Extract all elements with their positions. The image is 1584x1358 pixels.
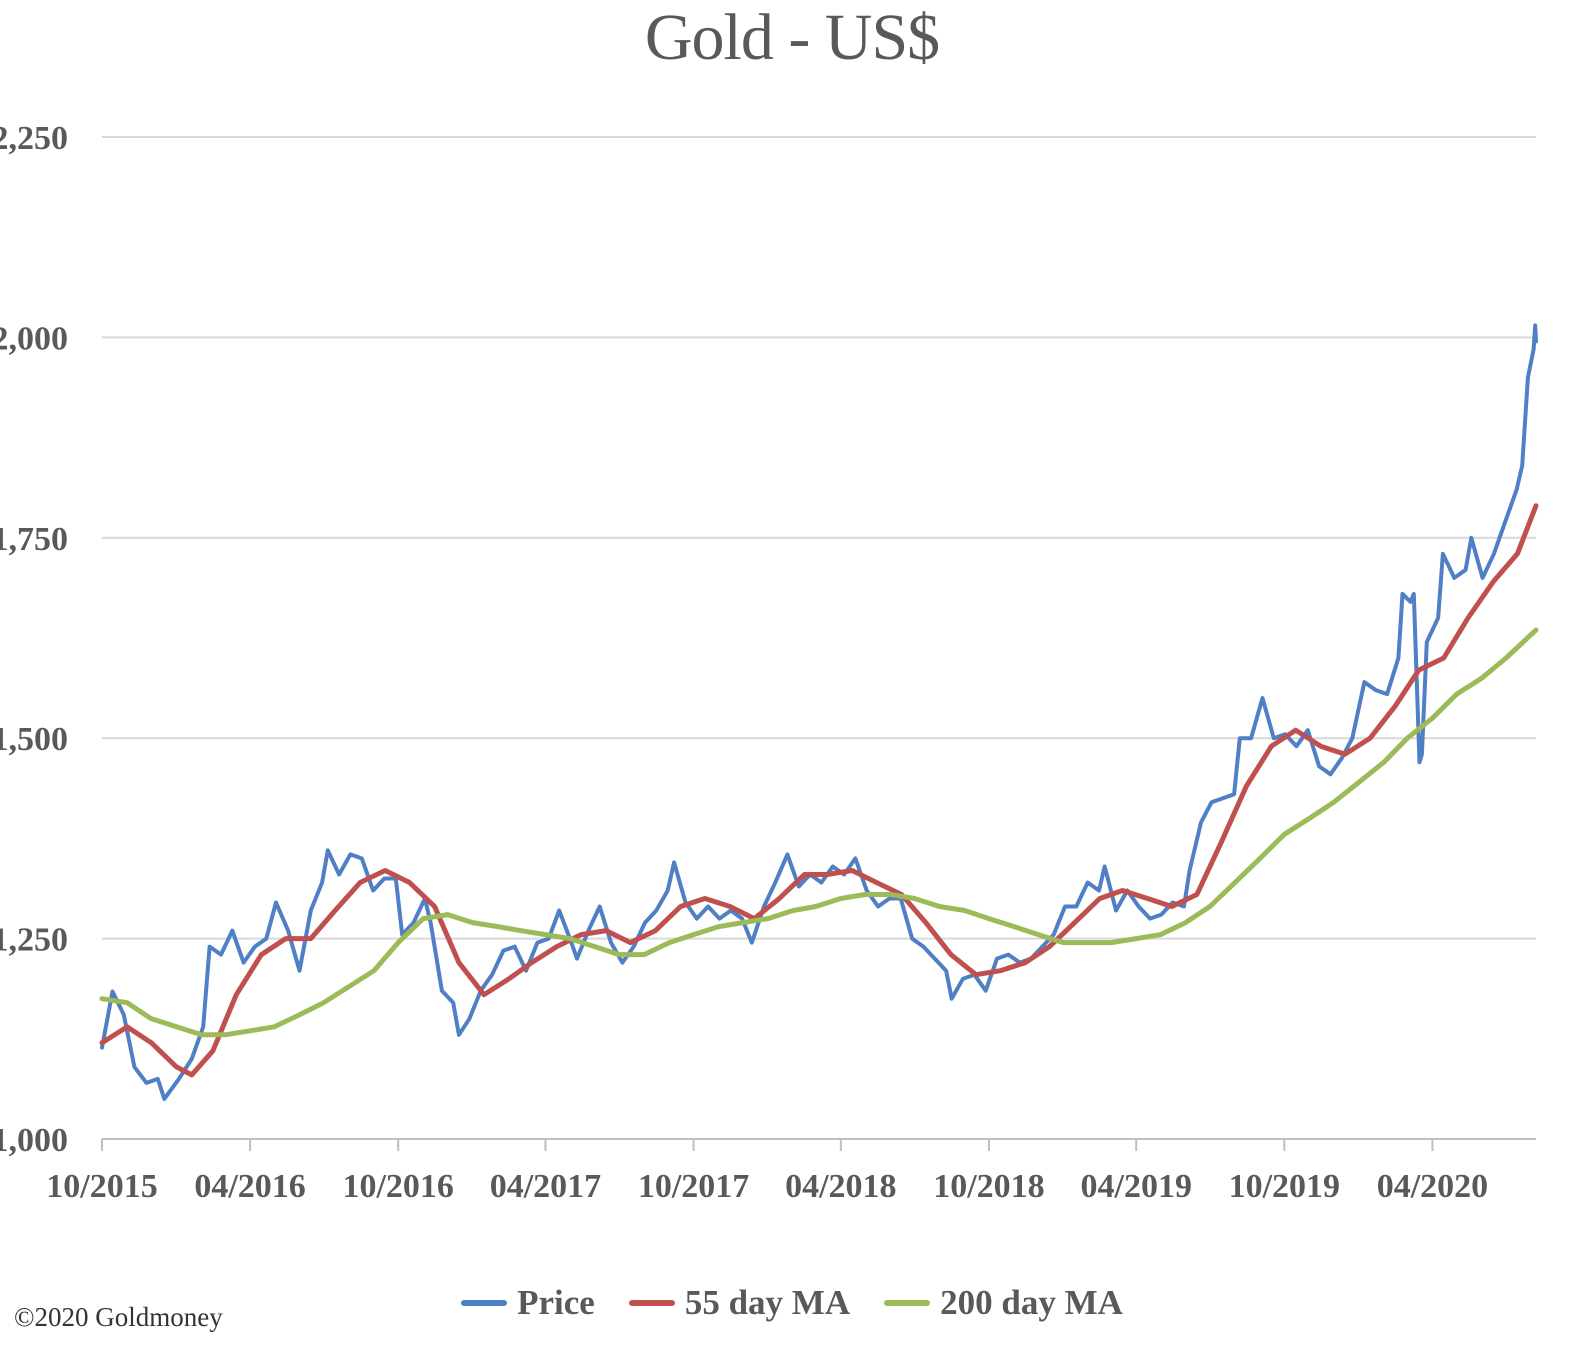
x-tick-label: 04/2017: [490, 1168, 601, 1205]
x-tick-label: 04/2019: [1081, 1168, 1192, 1205]
series-line-price: [100, 323, 1538, 1101]
legend-item-55-day-ma: 55 day MA: [628, 1283, 851, 1323]
y-tick-label: 1,750: [0, 521, 68, 558]
x-tick-label: 10/2019: [1229, 1168, 1340, 1205]
x-tick-label: 04/2018: [785, 1168, 896, 1205]
x-tick-label: 04/2016: [194, 1168, 305, 1205]
x-tick-label: 10/2018: [933, 1168, 1044, 1205]
legend: Price 55 day MA 200 day MA: [0, 1283, 1584, 1323]
legend-swatch-55-day-ma: [628, 1300, 675, 1306]
legend-label-200-day-ma: 200 day MA: [940, 1283, 1123, 1322]
x-tick-label: 10/2015: [46, 1168, 157, 1205]
y-tick-label: 1,000: [0, 1122, 68, 1159]
legend-label-price: Price: [517, 1283, 595, 1322]
legend-item-200-day-ma: 200 day MA: [884, 1283, 1123, 1323]
x-tick-label: 10/2017: [638, 1168, 749, 1205]
x-tick-label: 04/2020: [1377, 1168, 1488, 1205]
legend-label-55-day-ma: 55 day MA: [684, 1283, 851, 1322]
chart-title: Gold - US$: [644, 1, 940, 74]
y-tick-label: 2,000: [0, 320, 68, 357]
y-tick-label: 1,250: [0, 922, 68, 959]
legend-swatch-price: [461, 1300, 508, 1306]
y-tick-label: 1,500: [0, 721, 68, 758]
copyright-text: ©2020 Goldmoney: [14, 1302, 223, 1332]
legend-item-price: Price: [461, 1283, 595, 1323]
y-tick-label: 2,250: [0, 120, 68, 157]
series-line-200-day-ma: [99, 627, 1539, 1038]
series-line-55-day-ma: [99, 503, 1539, 1078]
x-tick-label: 10/2016: [342, 1168, 453, 1205]
legend-swatch-200-day-ma: [884, 1300, 931, 1306]
